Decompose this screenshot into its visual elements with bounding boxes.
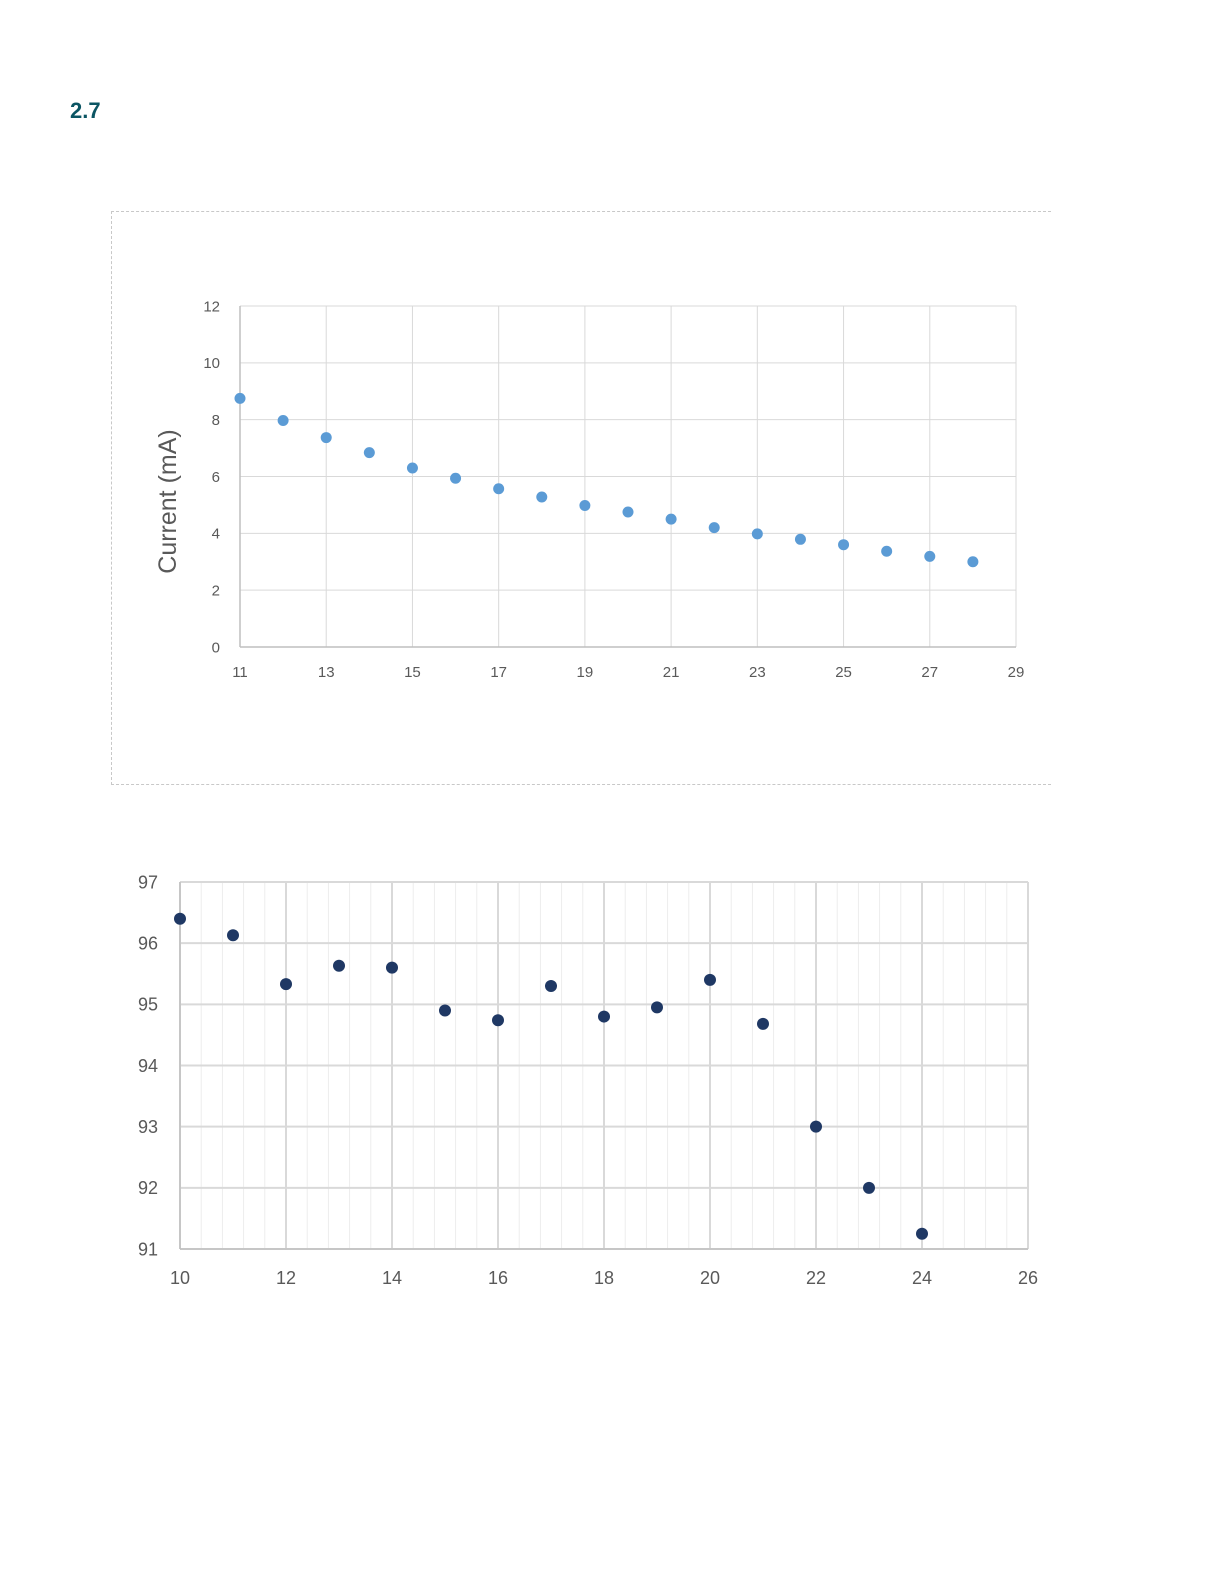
chart-1-data-point [536, 491, 548, 503]
chart-2-data-point [174, 912, 186, 925]
chart-1-y-axis-title: Current (mA) [154, 429, 182, 573]
chart-1-gridlines [239, 305, 1017, 648]
chart-2-data-point [704, 973, 716, 986]
chart-1-x-tick-label: 17 [490, 664, 507, 681]
chart-1-y-tick-label: 6 [212, 469, 220, 486]
chart-2-data-point [598, 1010, 610, 1023]
chart-1-data-point [708, 522, 720, 534]
chart-2-data-point [545, 979, 557, 992]
chart-1-y-tick-label: 12 [203, 298, 220, 315]
chart-1-data-point [622, 506, 634, 518]
chart-1-points [234, 392, 979, 568]
chart-1-x-tick-label: 11 [232, 664, 248, 681]
chart-1-data-point [924, 550, 936, 562]
chart-1-data-point [794, 533, 806, 545]
chart-1-y-tick-label: 2 [212, 582, 220, 599]
chart-2-data-point [492, 1014, 504, 1027]
chart-1-data-point [277, 415, 289, 427]
chart-2-y-tick-label: 91 [138, 1239, 158, 1259]
chart-1-x-tick-label: 27 [921, 664, 938, 681]
chart-1-y-tick-label: 0 [212, 639, 220, 656]
chart-1-data-point [320, 432, 332, 444]
chart-1-data-point [838, 539, 850, 551]
chart-1-x-tick-label: 21 [663, 664, 680, 681]
chart-2-x-tick-label: 12 [276, 1268, 296, 1288]
chart-1-current-scatter: 11 13 15 17 19 21 23 25 27 29 0 2 4 6 8 10 12 Current (mA… [154, 298, 1025, 681]
chart-2-data-point [386, 961, 398, 974]
chart-2-data-point [439, 1004, 451, 1017]
chart-1-x-tick-label: 25 [835, 664, 852, 681]
chart-2-x-tick-label: 16 [488, 1268, 508, 1288]
chart-2-data-point [810, 1120, 822, 1133]
chart-2-y-tick-label: 96 [138, 933, 158, 953]
chart-1-x-tick-label: 13 [318, 664, 335, 681]
chart-1-y-tick-label: 4 [212, 526, 220, 543]
chart-1-y-tick-label: 8 [212, 412, 220, 429]
chart-1-data-point [363, 447, 375, 459]
chart-2-y-tick-label: 94 [138, 1056, 158, 1076]
chart-1-data-point [406, 462, 418, 474]
chart-1-data-point [751, 528, 763, 540]
chart-1-y-tick-label: 10 [203, 355, 220, 372]
chart-2-data-point [757, 1017, 769, 1030]
chart-1-frame [111, 211, 1051, 785]
chart-1-x-tick-label: 23 [749, 664, 766, 681]
chart-2-y-tick-label: 97 [138, 872, 158, 892]
chart-2-data-point [280, 978, 292, 991]
chart-1-data-point [493, 483, 505, 495]
chart-2-x-tick-label: 10 [170, 1268, 190, 1288]
chart-2-data-point [863, 1181, 875, 1194]
chart-2-x-tick-label: 18 [594, 1268, 614, 1288]
chart-2-x-tick-label: 20 [700, 1268, 720, 1288]
chart-2-data-point [651, 1001, 663, 1014]
chart-2-x-tick-label: 14 [382, 1268, 402, 1288]
chart-2-y-tick-label: 95 [138, 995, 158, 1015]
chart-1-data-point [665, 513, 677, 525]
chart-1-data-point [881, 545, 893, 557]
chart-2-data-point [227, 929, 239, 942]
chart-1-data-point [450, 472, 462, 484]
chart-1-x-tick-label: 15 [404, 664, 421, 681]
chart-2-y-tick-label: 92 [138, 1178, 158, 1198]
chart-2-x-tick-label: 24 [912, 1268, 932, 1288]
chart-2-points [174, 912, 928, 1240]
chart-1-data-point [234, 392, 246, 404]
chart-1-x-tick-label: 19 [577, 664, 594, 681]
chart-2-gridlines [179, 881, 1029, 1250]
chart-1-data-point [579, 499, 591, 511]
section-number: 2.7 [70, 98, 101, 123]
chart-1-x-tick-label: 29 [1008, 664, 1025, 681]
chart-2-data-point [916, 1227, 928, 1240]
chart-2-x-tick-label: 26 [1018, 1268, 1038, 1288]
chart-2-x-tick-label: 22 [806, 1268, 826, 1288]
chart-2-y-tick-label: 93 [138, 1117, 158, 1137]
chart-2-data-point [333, 959, 345, 972]
chart-1-data-point [967, 556, 979, 568]
